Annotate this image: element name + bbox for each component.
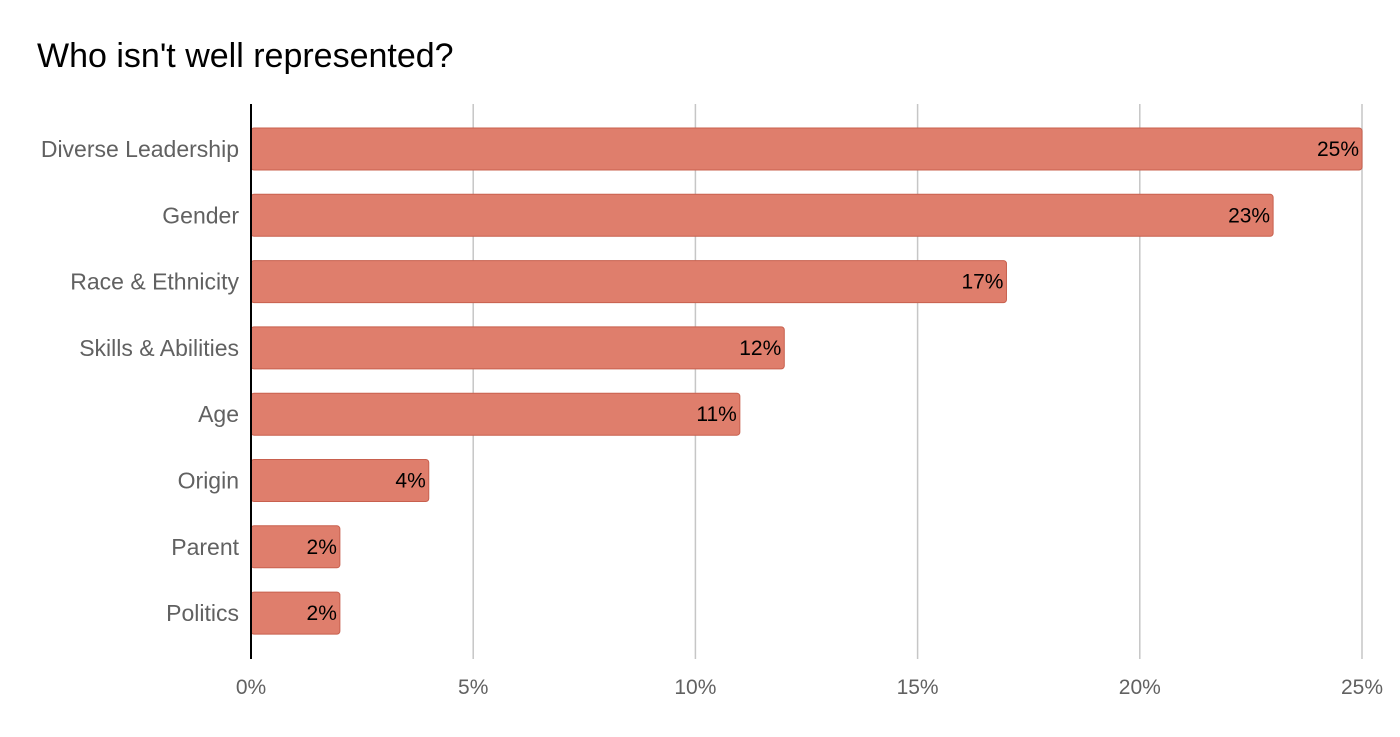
category-label: Age [198, 401, 239, 427]
gridlines [472, 104, 1363, 659]
x-tick-label: 0% [236, 676, 266, 699]
value-label: 4% [395, 470, 425, 493]
category-label: Gender [162, 202, 239, 228]
x-tick-label: 25% [1341, 676, 1383, 699]
category-label: Origin [178, 468, 239, 494]
value-label: 17% [961, 271, 1003, 294]
category-label: Parent [171, 534, 239, 560]
bar [250, 193, 1274, 237]
value-label: 11% [696, 403, 736, 426]
x-tick-label: 5% [458, 676, 488, 699]
value-label: 23% [1228, 204, 1270, 227]
x-tick-label: 15% [897, 676, 939, 699]
x-tick-label: 20% [1119, 676, 1161, 699]
value-label: 2% [307, 602, 337, 625]
value-label: 25% [1317, 138, 1359, 161]
category-label: Politics [166, 600, 239, 626]
bar [250, 392, 741, 436]
bar [250, 260, 1007, 304]
value-label: 12% [739, 337, 781, 360]
chart-title: Who isn't well represented? [37, 37, 454, 75]
x-tick-label: 10% [674, 676, 716, 699]
category-label: Race & Ethnicity [70, 269, 239, 295]
bar [250, 326, 785, 370]
bars [250, 127, 1363, 635]
category-label: Diverse Leadership [41, 136, 239, 162]
category-label: Skills & Abilities [79, 335, 239, 361]
bar [250, 127, 1363, 171]
labels: 0% 5% 10% 15% 20% 25% Diverse Leadership 25% Gen… [41, 136, 1383, 699]
value-label: 2% [307, 536, 337, 559]
